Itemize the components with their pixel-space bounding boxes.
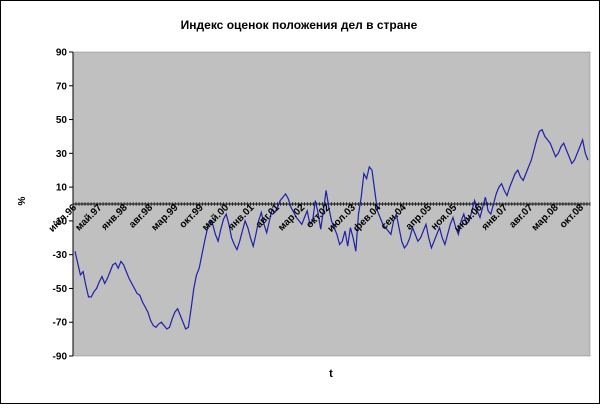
x-axis-label: t bbox=[329, 368, 333, 380]
chart-title: Индекс оценок положения дел в стране bbox=[181, 18, 418, 32]
y-tick-label: -10 bbox=[53, 216, 68, 227]
series-line bbox=[74, 128, 589, 330]
y-tick-label: 50 bbox=[56, 115, 68, 126]
x-axis-zero-line bbox=[72, 202, 591, 206]
y-axis-ticks: 90 70 50 30 10 -10 -30 -50 -70 -90 bbox=[53, 48, 73, 363]
y-tick-label: 30 bbox=[56, 149, 68, 160]
y-tick-label: -50 bbox=[53, 284, 68, 295]
y-tick-label: 70 bbox=[56, 81, 68, 92]
y-axis-label: % bbox=[17, 196, 28, 205]
y-tick-label: -90 bbox=[53, 352, 68, 363]
y-tick-label: 90 bbox=[56, 48, 68, 59]
y-tick-label: -70 bbox=[53, 318, 68, 329]
y-tick-label: 10 bbox=[56, 183, 68, 194]
y-tick-label: -30 bbox=[53, 250, 68, 261]
